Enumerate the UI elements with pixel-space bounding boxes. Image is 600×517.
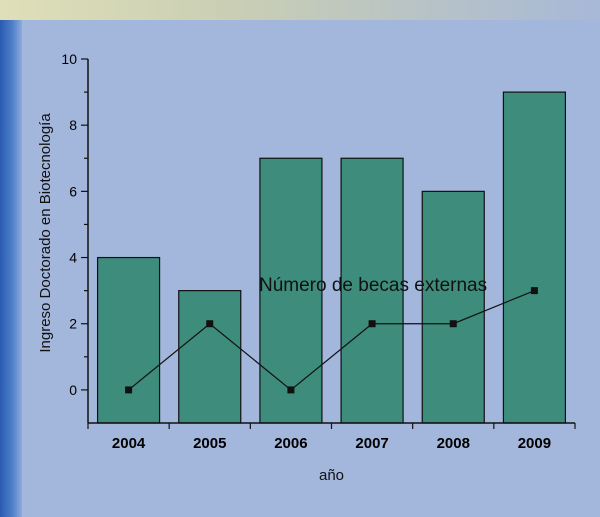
x-tick-label: 2004: [112, 435, 146, 452]
y-tick-label: 8: [69, 117, 77, 133]
bars-group: [96, 91, 567, 424]
y-tick-label: 10: [61, 51, 77, 67]
y-tick-label: 2: [69, 316, 77, 332]
x-axis-label: año: [319, 467, 344, 484]
line-point-2009: [530, 287, 538, 295]
bar-2008: [421, 190, 485, 424]
line-point-2004: [125, 386, 133, 394]
bar-2009: [502, 91, 567, 424]
line-point-2005: [206, 320, 214, 328]
bar-2004: [96, 256, 161, 424]
x-tick-label: 2005: [193, 435, 226, 452]
bar-2006: [259, 157, 323, 424]
y-tick-label: 0: [69, 382, 77, 398]
y-tick-label: 6: [69, 183, 77, 199]
line-series: [128, 290, 535, 391]
axes-group: 0 2 4 6 8 10 2004 2005 2006 2007 2008 2009: [61, 51, 576, 452]
top-decor-strip: [0, 0, 600, 20]
left-decor-stripe: [0, 0, 22, 517]
line-annotation: Número de becas externas: [259, 275, 487, 296]
x-tick-label: 2006: [274, 435, 307, 452]
bar-2005: [178, 290, 242, 424]
line-point-2007: [368, 320, 376, 328]
x-tick-label: 2007: [355, 435, 388, 452]
line-series-group: [125, 287, 538, 394]
x-tick-label: 2009: [518, 435, 551, 452]
x-tick-label: 2008: [437, 435, 470, 452]
line-point-2006: [287, 386, 295, 394]
y-axis-label: Ingreso Doctorado en Biotecnología: [37, 113, 54, 353]
line-point-2008: [449, 320, 457, 328]
bar-2007: [340, 157, 404, 424]
y-tick-label: 4: [69, 250, 77, 266]
